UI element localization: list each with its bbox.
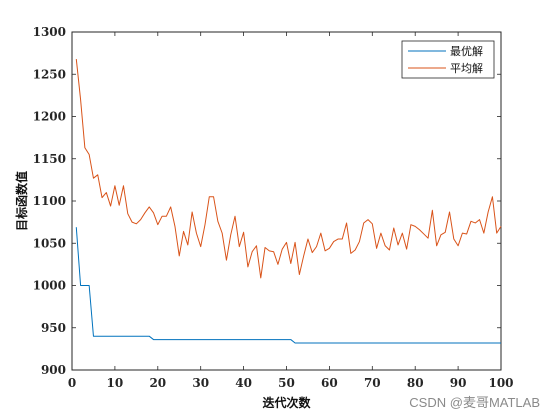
series-line-average	[75, 58, 502, 279]
y-tick-label: 900	[41, 363, 66, 377]
y-tick-label: 1100	[33, 194, 66, 208]
y-tick-label: 1000	[33, 279, 66, 293]
y-tick-label: 1150	[33, 152, 66, 166]
y-tick-label: 1050	[33, 236, 66, 250]
y-tick-label: 950	[41, 321, 66, 335]
y-tick-label: 1250	[33, 67, 66, 81]
x-tick-label: 30	[192, 376, 209, 390]
x-tick-label: 50	[278, 376, 295, 390]
y-axis-title: 目标函数值	[14, 171, 29, 231]
plot-area: 0 10 20 30 40 50 60 70 80 90 100 900 950 1000 1050 1100…	[33, 25, 514, 390]
watermark: CSDN @麦哥MATLAB	[409, 395, 540, 410]
x-tick-label: 10	[107, 376, 124, 390]
y-tick-label: 1300	[33, 25, 66, 39]
legend-label-best: 最优解	[450, 44, 483, 58]
legend-label-average: 平均解	[450, 61, 483, 75]
axes-box	[71, 31, 502, 371]
x-tick-label: 100	[488, 376, 513, 390]
legend: 最优解 平均解	[401, 40, 495, 79]
x-tick-label: 90	[450, 376, 467, 390]
legend-box	[401, 40, 495, 79]
x-tick-label: 80	[407, 376, 424, 390]
series-layer	[75, 58, 502, 344]
x-tick-label: 20	[149, 376, 166, 390]
x-tick-label: 70	[364, 376, 381, 390]
x-axis-title: 迭代次数	[262, 395, 311, 410]
x-tick-label: 0	[68, 376, 76, 390]
series-line-best	[75, 227, 501, 344]
ticks-layer: 0 10 20 30 40 50 60 70 80 90 100 900 950 1000 1050 1100…	[33, 25, 514, 390]
y-tick-label: 1200	[33, 110, 66, 124]
x-tick-label: 40	[235, 376, 252, 390]
x-tick-label: 60	[321, 376, 338, 390]
